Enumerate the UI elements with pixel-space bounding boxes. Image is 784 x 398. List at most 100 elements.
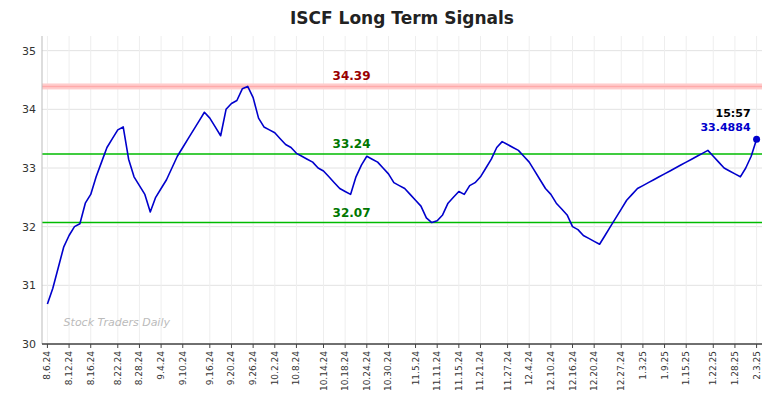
grid-line-x [642, 36, 643, 344]
x-tick-label: 12.10.24 [546, 351, 556, 391]
x-tick-label: 12.4.24 [524, 351, 534, 386]
grid-line-x [90, 36, 91, 344]
x-tick [756, 344, 757, 348]
x-tick-label: 11.15.24 [454, 351, 464, 391]
x-tick [507, 344, 508, 348]
x-tick-label: 8.28.24 [134, 351, 144, 386]
reference-label: 33.24 [333, 137, 371, 151]
grid-line-x [323, 36, 324, 344]
x-tick [713, 344, 714, 348]
x-tick [686, 344, 687, 348]
grid-line-x [734, 36, 735, 344]
x-tick-label: 1.28.25 [730, 351, 740, 385]
grid-line-x [47, 36, 48, 344]
reference-lines [42, 83, 762, 222]
x-tick-label: 11.11.24 [432, 351, 442, 391]
x-tick-label: 12.27.24 [616, 351, 626, 391]
y-tick-label: 34 [22, 103, 36, 116]
grid-line-x [415, 36, 416, 344]
grid-line-x [231, 36, 232, 344]
x-tick [345, 344, 346, 348]
x-tick [69, 344, 70, 348]
x-tick [253, 344, 254, 348]
grid-line-x [139, 36, 140, 344]
grid-line-x [550, 36, 551, 344]
x-tick-label: 8.6.24 [42, 351, 52, 380]
x-tick-label: 12.20.24 [589, 351, 599, 391]
reference-band [42, 83, 762, 89]
x-tick [594, 344, 595, 348]
x-tick [182, 344, 183, 348]
x-tick [480, 344, 481, 348]
grid-line-x [209, 36, 210, 344]
grid-line-x [572, 36, 573, 344]
grid-line-y [42, 109, 762, 110]
x-tick-label: 2.3.25 [752, 351, 762, 380]
x-tick [529, 344, 530, 348]
x-tick-label: 11.27.24 [503, 351, 513, 391]
x-tick [90, 344, 91, 348]
grid-line-x [437, 36, 438, 344]
x-tick [274, 344, 275, 348]
annotation: 33.4884 [700, 121, 750, 134]
y-tick-label: 30 [22, 338, 36, 351]
x-tick-label: 9.16.24 [205, 351, 215, 386]
grid-line-x [274, 36, 275, 344]
grid-line-x [253, 36, 254, 344]
grid-line-y [42, 226, 762, 227]
x-tick [458, 344, 459, 348]
x-tick-label: 1.22.25 [708, 351, 718, 385]
grid-line-y [42, 344, 762, 345]
x-tick-label: 10.18.24 [340, 351, 350, 391]
x-tick-label: 9.4.24 [156, 351, 166, 380]
x-tick [572, 344, 573, 348]
x-tick [734, 344, 735, 348]
grid-line-x [458, 36, 459, 344]
grid-line-x [621, 36, 622, 344]
x-tick [47, 344, 48, 348]
grid-line-x [529, 36, 530, 344]
reference-label: 32.07 [333, 206, 371, 220]
grid-line-x [594, 36, 595, 344]
grid-line-x [686, 36, 687, 344]
y-tick-label: 33 [22, 162, 36, 175]
y-tick-label: 32 [22, 221, 36, 234]
x-tick-label: 11.5.24 [411, 351, 421, 386]
x-tick [117, 344, 118, 348]
x-tick [296, 344, 297, 348]
grid-line-x [117, 36, 118, 344]
grid-line-x [664, 36, 665, 344]
grid-line-y [42, 50, 762, 51]
price-line [47, 86, 756, 304]
grid-line-x [480, 36, 481, 344]
watermark: Stock Traders Daily [64, 316, 171, 329]
grid-line-x [182, 36, 183, 344]
x-tick [231, 344, 232, 348]
x-axis [42, 343, 762, 345]
x-tick-label: 9.20.24 [226, 351, 236, 386]
x-tick [366, 344, 367, 348]
x-tick-label: 9.10.24 [178, 351, 188, 386]
x-tick-label: 8.22.24 [113, 351, 123, 386]
x-tick-label: 10.8.24 [291, 351, 301, 386]
y-tick-label: 31 [22, 279, 36, 292]
x-tick-label: 1.9.25 [660, 351, 670, 380]
x-tick-label: 8.12.24 [64, 351, 74, 386]
x-tick [415, 344, 416, 348]
grid-line-x [69, 36, 70, 344]
x-tick-label: 10.30.24 [383, 351, 393, 391]
reference-line [42, 86, 762, 88]
x-tick [621, 344, 622, 348]
x-tick-label: 1.3.25 [638, 351, 648, 380]
x-tick [323, 344, 324, 348]
reference-line [42, 153, 762, 155]
x-tick [209, 344, 210, 348]
title: ISCF Long Term Signals [290, 8, 514, 28]
x-tick [161, 344, 162, 348]
x-tick [642, 344, 643, 348]
y-axis [42, 36, 43, 344]
x-tick-label: 11.21.24 [475, 351, 485, 391]
reference-label: 34.39 [333, 69, 371, 83]
x-tick-label: 9.26.24 [248, 351, 258, 386]
grid-line-x [507, 36, 508, 344]
